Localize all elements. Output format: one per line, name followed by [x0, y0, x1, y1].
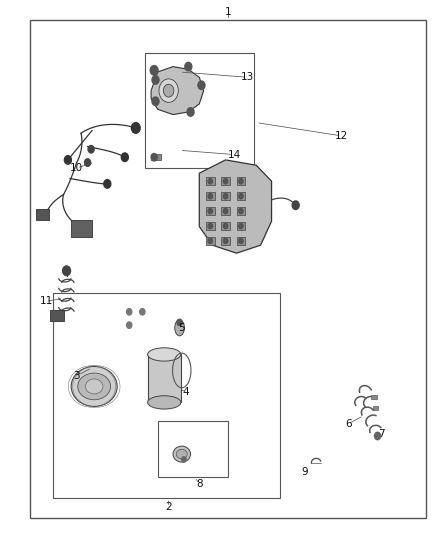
Circle shape: [127, 309, 132, 315]
Bar: [151, 154, 161, 160]
Circle shape: [223, 208, 228, 214]
Text: 6: 6: [345, 419, 352, 429]
Bar: [237, 222, 245, 230]
Ellipse shape: [175, 320, 184, 336]
Circle shape: [121, 153, 128, 161]
Circle shape: [208, 179, 212, 184]
Bar: [53, 293, 280, 498]
Circle shape: [64, 156, 71, 164]
Circle shape: [140, 309, 145, 315]
Text: 13: 13: [241, 72, 254, 82]
Bar: [237, 192, 245, 200]
Bar: [221, 177, 230, 185]
Circle shape: [374, 432, 381, 440]
Circle shape: [187, 108, 194, 116]
Bar: [71, 220, 92, 237]
Bar: [206, 177, 215, 185]
Circle shape: [208, 193, 212, 199]
Ellipse shape: [85, 379, 103, 394]
Text: 4: 4: [183, 387, 190, 397]
Text: 12: 12: [335, 131, 348, 141]
Ellipse shape: [148, 348, 181, 361]
Circle shape: [159, 79, 178, 102]
Polygon shape: [199, 160, 272, 253]
Bar: [206, 207, 215, 215]
Circle shape: [208, 208, 212, 214]
Bar: [221, 237, 230, 245]
Circle shape: [223, 193, 228, 199]
Circle shape: [88, 146, 94, 153]
Bar: [36, 209, 49, 220]
Bar: [158, 421, 228, 477]
Circle shape: [223, 179, 228, 184]
Bar: [206, 222, 215, 230]
Circle shape: [177, 319, 182, 326]
Circle shape: [131, 123, 140, 133]
Circle shape: [63, 266, 71, 276]
Bar: [221, 192, 230, 200]
Circle shape: [104, 180, 111, 188]
Text: 11: 11: [39, 296, 53, 306]
Ellipse shape: [71, 367, 117, 406]
Bar: [373, 406, 378, 410]
Circle shape: [85, 159, 91, 166]
Bar: [206, 192, 215, 200]
Circle shape: [223, 223, 228, 229]
Text: 14: 14: [228, 150, 241, 159]
Bar: [237, 207, 245, 215]
Circle shape: [239, 223, 243, 229]
Polygon shape: [151, 67, 204, 115]
Bar: [221, 222, 230, 230]
Bar: [145, 53, 254, 168]
Circle shape: [208, 223, 212, 229]
Text: 2: 2: [165, 503, 172, 512]
Ellipse shape: [148, 395, 181, 409]
Ellipse shape: [176, 449, 187, 459]
Bar: [237, 237, 245, 245]
Ellipse shape: [173, 446, 191, 462]
Ellipse shape: [78, 373, 110, 400]
Circle shape: [152, 76, 159, 84]
Circle shape: [239, 208, 243, 214]
Text: 7: 7: [378, 430, 385, 439]
Circle shape: [239, 238, 243, 244]
Circle shape: [239, 179, 243, 184]
Circle shape: [152, 97, 159, 106]
Text: 3: 3: [73, 371, 80, 381]
Circle shape: [292, 201, 299, 209]
Circle shape: [151, 154, 157, 161]
Circle shape: [182, 457, 186, 462]
Bar: [371, 395, 377, 399]
Bar: [206, 237, 215, 245]
Bar: [221, 207, 230, 215]
Text: 9: 9: [301, 467, 308, 477]
Text: 5: 5: [178, 323, 185, 333]
Circle shape: [198, 81, 205, 90]
Text: 8: 8: [196, 479, 203, 489]
Circle shape: [223, 238, 228, 244]
Circle shape: [185, 62, 192, 71]
Text: 1: 1: [224, 7, 231, 17]
Bar: [148, 354, 181, 402]
Circle shape: [208, 238, 212, 244]
Text: 10: 10: [70, 163, 83, 173]
Circle shape: [163, 84, 174, 97]
Circle shape: [239, 193, 243, 199]
Circle shape: [150, 66, 158, 75]
Circle shape: [127, 322, 132, 328]
Bar: [50, 310, 64, 321]
Bar: [237, 177, 245, 185]
